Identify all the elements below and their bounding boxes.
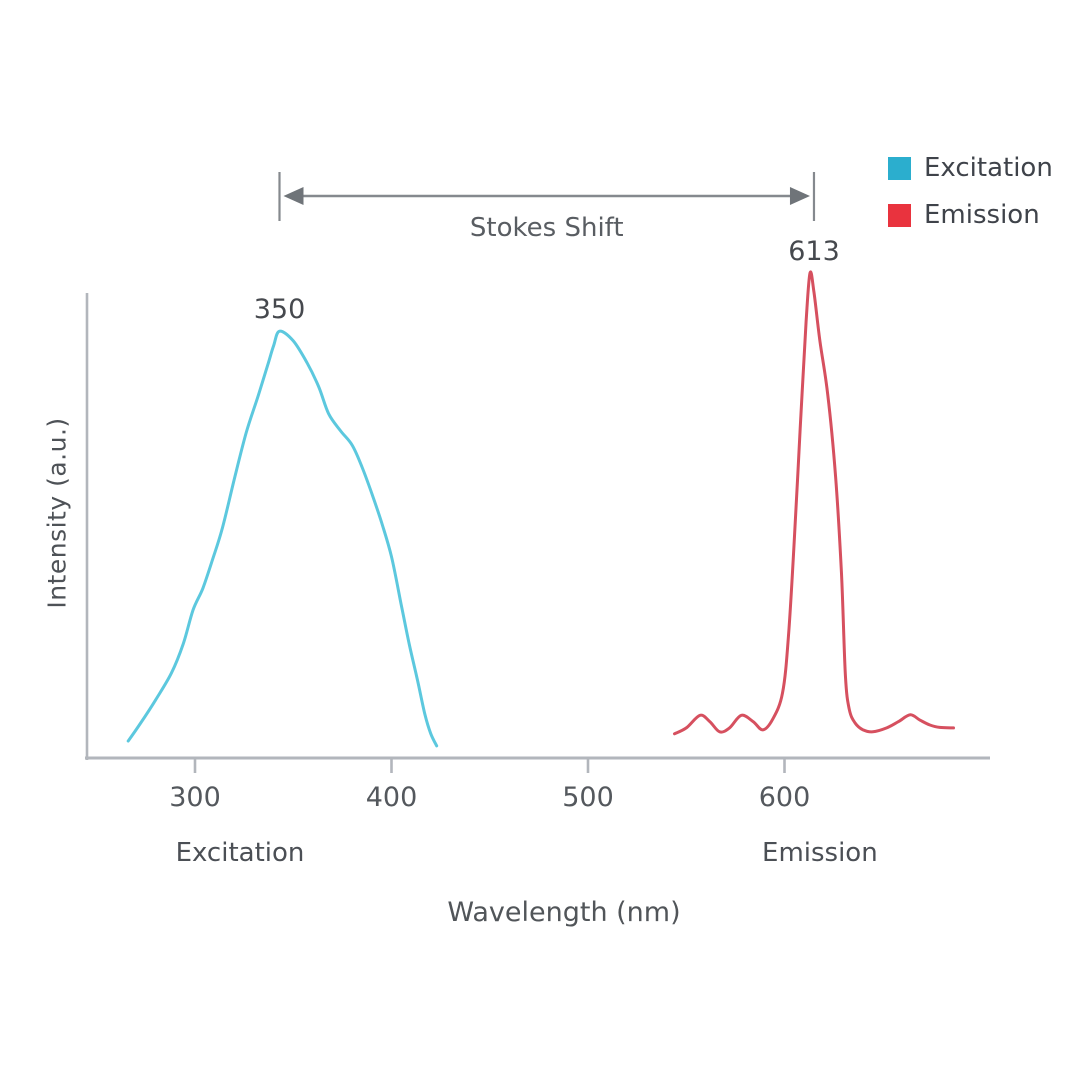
legend-item-excitation: Excitation	[888, 153, 1053, 183]
x-axis-title: Wavelength (nm)	[447, 897, 681, 928]
y-axis-title: Intensity (a.u.)	[42, 417, 72, 609]
x-tick-label-400: 400	[365, 782, 418, 813]
x-sublabel-emission: Emission	[762, 838, 878, 868]
legend: Excitation Emission	[888, 153, 1053, 230]
arrowhead-left-icon	[283, 187, 304, 205]
stokes-shift-label: Stokes Shift	[469, 213, 624, 243]
legend-label-emission: Emission	[924, 200, 1040, 230]
excitation-curve	[126, 329, 439, 748]
emission-peak-label: 613	[788, 236, 840, 267]
legend-label-excitation: Excitation	[924, 153, 1053, 183]
excitation-swatch-icon	[888, 156, 911, 180]
x-sublabel-excitation: Excitation	[175, 838, 305, 868]
arrowhead-right-icon	[789, 187, 810, 205]
x-tick-label-300: 300	[169, 782, 221, 813]
emission-swatch-icon	[888, 203, 911, 227]
x-tick-label-600: 600	[758, 782, 811, 813]
legend-item-emission: Emission	[888, 200, 1053, 230]
emission-curve	[673, 270, 955, 736]
excitation-peak-label: 350	[253, 294, 306, 326]
x-tick-label-500: 500	[562, 782, 614, 813]
